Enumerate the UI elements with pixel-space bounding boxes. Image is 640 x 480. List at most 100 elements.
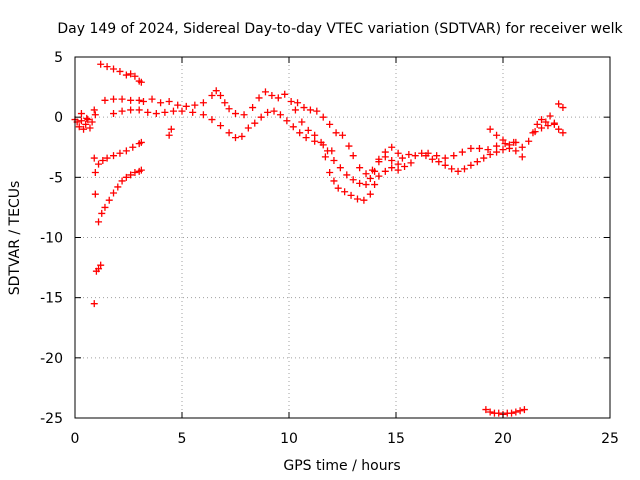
grid [75,57,610,418]
data-point [110,152,118,160]
data-point [135,96,143,104]
data-point [90,154,98,162]
data-point [264,108,272,116]
data-point [114,183,122,191]
data-point [174,101,182,109]
data-point [244,124,252,132]
data-point [110,189,118,197]
data-point [75,123,83,131]
data-point [493,142,501,150]
data-point [139,98,147,106]
data-point [508,409,516,417]
data-point [302,134,310,142]
data-point [118,95,126,103]
data-point [212,87,220,95]
data-point [122,147,130,155]
data-point [161,108,169,116]
data-point [131,72,139,80]
data-point [287,98,295,106]
data-point [95,160,103,168]
data-point [95,218,103,226]
data-point [103,154,111,162]
data-point [362,170,370,178]
data-point [122,71,130,79]
data-point [360,196,368,204]
data-point [349,152,357,160]
series-arc-lower-flat [110,106,336,155]
data-point [311,131,319,139]
data-point [495,409,503,417]
y-tick-label: -15 [40,291,63,307]
data-point [493,148,501,156]
data-point [555,100,563,108]
data-point [127,106,135,114]
y-tick-label: -20 [40,351,63,367]
data-point [381,148,389,156]
data-point [401,163,409,171]
data-point [208,92,216,100]
data-point [306,106,314,114]
data-point [349,176,357,184]
data-point [167,125,175,133]
data-point [165,131,173,139]
data-point [317,138,325,146]
data-point [475,144,483,152]
y-tick-label: -10 [40,231,63,247]
data-point [261,88,269,96]
data-point [343,171,351,179]
data-point [101,203,109,211]
data-point [137,166,145,174]
data-point [199,111,207,119]
data-point [518,153,526,161]
data-point [555,125,563,133]
data-point [298,118,306,126]
series-arc-trough-c [339,131,402,178]
data-point [217,92,225,100]
data-point [110,110,118,118]
data-point [407,159,415,167]
data-point [330,177,338,185]
data-point [366,190,374,198]
data-point [191,101,199,109]
data-point [356,179,364,187]
data-point [101,96,109,104]
data-point [77,117,85,125]
data-point [321,153,329,161]
data-point [296,129,304,137]
data-point [371,181,379,189]
data-point [152,110,160,118]
data-point [122,173,130,181]
data-point [289,123,297,131]
data-point [332,129,340,137]
data-point [368,166,376,174]
data-point [283,117,291,125]
data-point [538,124,546,132]
data-point [91,190,99,198]
data-point [276,111,284,119]
data-point [394,160,402,168]
data-point [169,107,177,115]
data-point [86,124,94,132]
data-point [249,104,257,112]
data-point [520,406,528,414]
y-tick-label: 0 [54,110,63,126]
data-point [334,184,342,192]
data-point [90,106,98,114]
data-point [105,196,113,204]
data-point [531,128,539,136]
data-point [291,106,299,114]
data-point [499,146,507,154]
data-point [225,105,233,113]
data-point [91,111,99,119]
data-point [448,165,456,173]
data-point [345,142,353,150]
data-point [347,191,355,199]
data-point [518,143,526,151]
y-tick-label: -5 [49,170,63,186]
data-point [88,118,96,126]
data-point [116,149,124,157]
data-point [493,131,501,139]
data-point [538,116,546,124]
data-point [405,150,413,158]
series-arc-trough-b [321,153,415,204]
